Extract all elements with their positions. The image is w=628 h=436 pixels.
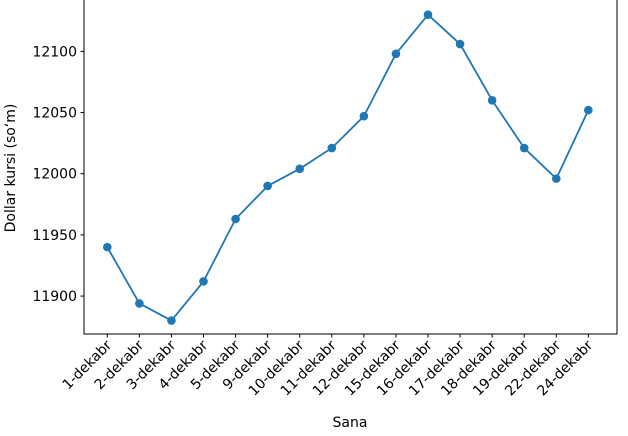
data-point xyxy=(199,277,208,286)
data-point xyxy=(551,174,561,183)
data-point xyxy=(103,242,112,252)
x-axis-label: Sana xyxy=(333,415,368,431)
y-axis-label: Dollar kursi (soʻm) xyxy=(3,104,19,233)
y-tick-label: 12000 xyxy=(32,167,77,183)
chart-plot-area: 11900119501200012050121001-dekabr2-dekab… xyxy=(32,0,618,399)
y-tick-label: 12050 xyxy=(32,106,77,122)
data-point xyxy=(487,96,497,105)
y-tick-label: 11950 xyxy=(32,228,77,244)
data-point xyxy=(455,39,465,49)
data-point xyxy=(327,143,337,153)
data-point xyxy=(359,111,369,121)
data-point xyxy=(519,143,529,153)
data-point xyxy=(423,10,433,19)
data-point xyxy=(295,164,305,174)
data-point xyxy=(263,181,272,191)
data-point xyxy=(391,49,401,59)
data-point xyxy=(584,105,593,115)
data-point xyxy=(167,316,176,325)
series-line xyxy=(106,13,590,322)
y-tick-label: 12100 xyxy=(32,44,77,60)
axes-spines xyxy=(83,0,618,335)
data-point xyxy=(135,299,144,308)
data-point xyxy=(231,214,240,224)
y-tick-label: 11900 xyxy=(32,289,77,305)
